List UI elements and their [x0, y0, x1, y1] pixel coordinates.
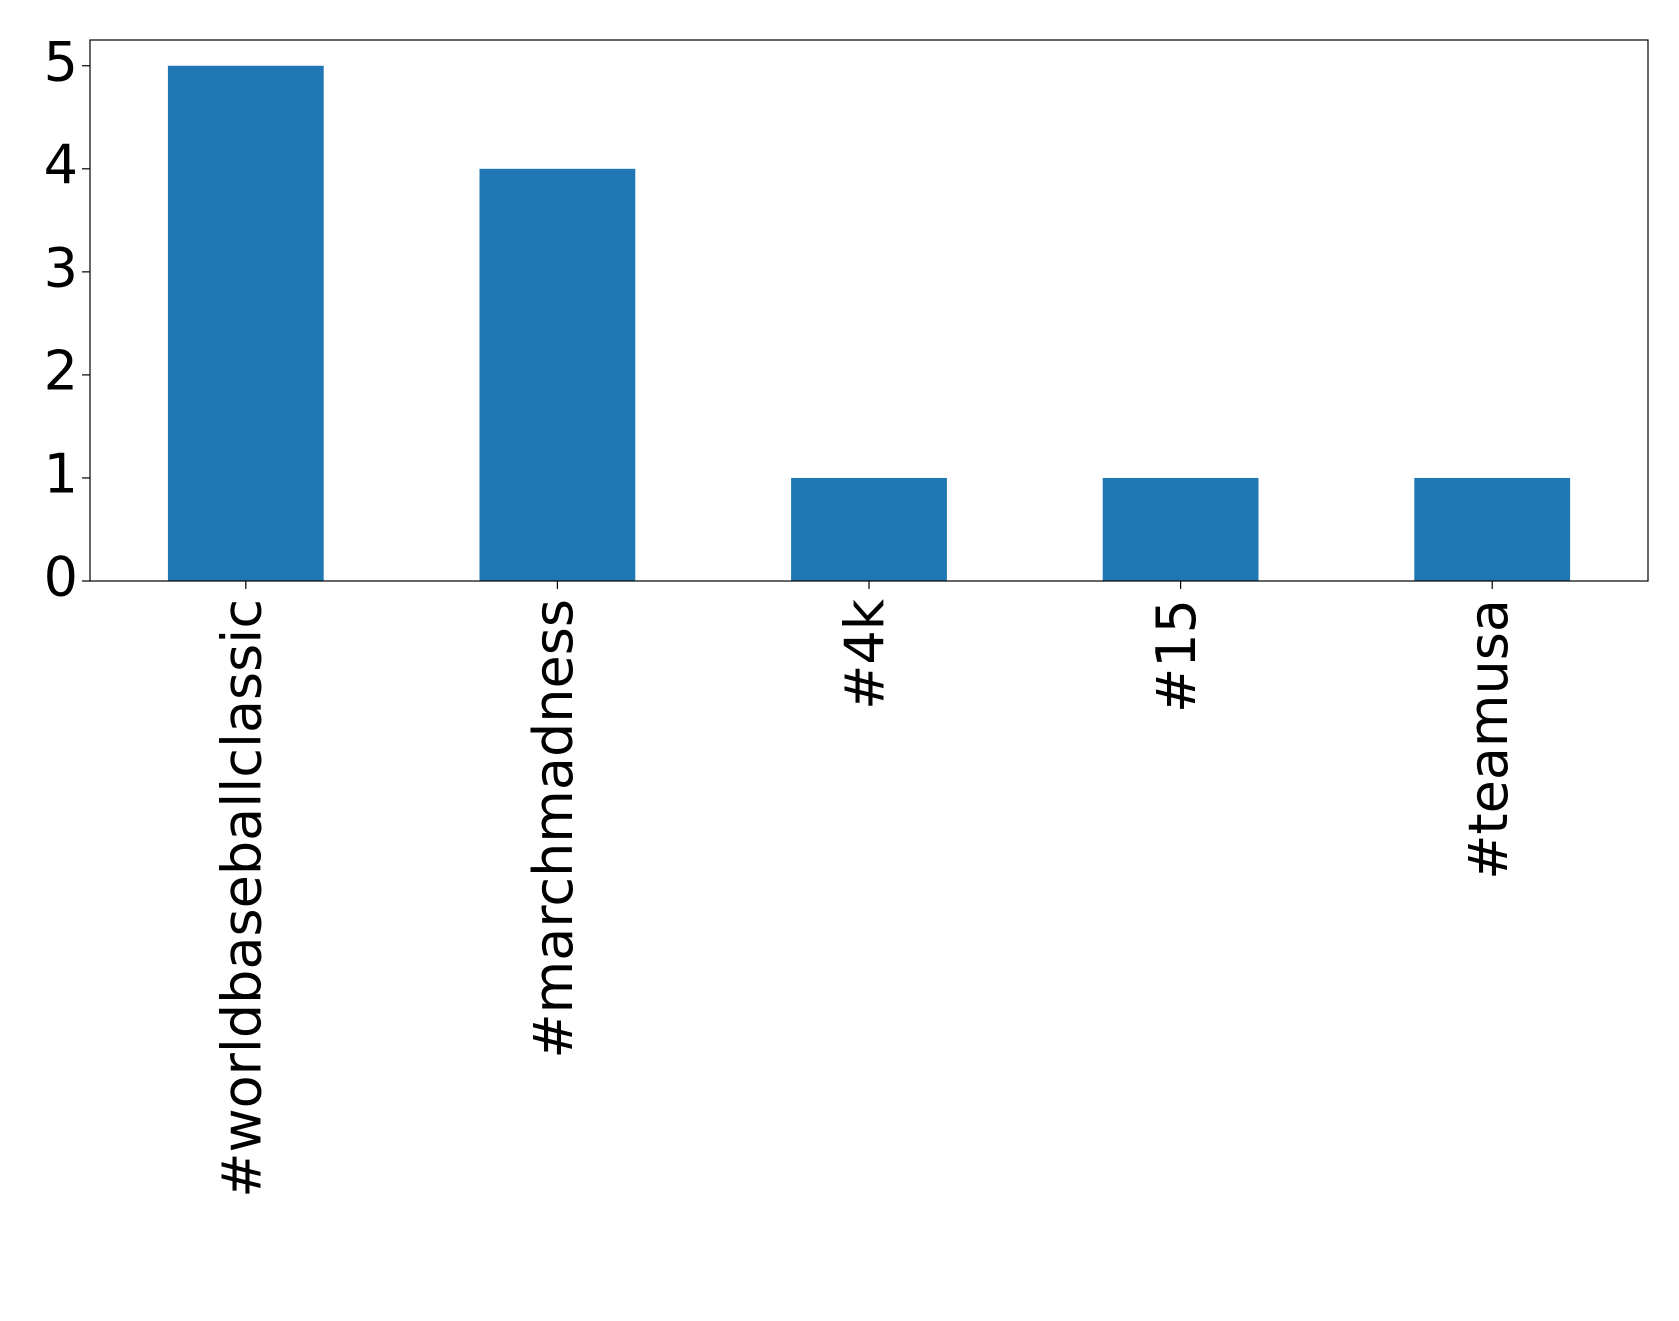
bar [167, 65, 324, 581]
x-tick-label: #15 [1145, 599, 1208, 713]
y-tick-label: 2 [44, 340, 78, 403]
y-tick-label: 5 [44, 30, 78, 93]
y-tick-label: 1 [44, 443, 78, 506]
y-tick-label: 0 [44, 546, 78, 609]
y-tick-label: 3 [44, 236, 78, 299]
bar [479, 168, 636, 582]
bar [791, 477, 947, 581]
bar [1414, 477, 1571, 581]
x-tick-label: #marchmadness [522, 599, 585, 1059]
x-tick-label: #4k [834, 598, 897, 710]
y-tick-label: 4 [44, 133, 78, 196]
x-tick-label: #teamusa [1457, 599, 1520, 880]
x-tick-label: #worldbaseballclassic [210, 599, 273, 1198]
plot-frame [89, 39, 1649, 582]
bar [1102, 477, 1259, 581]
